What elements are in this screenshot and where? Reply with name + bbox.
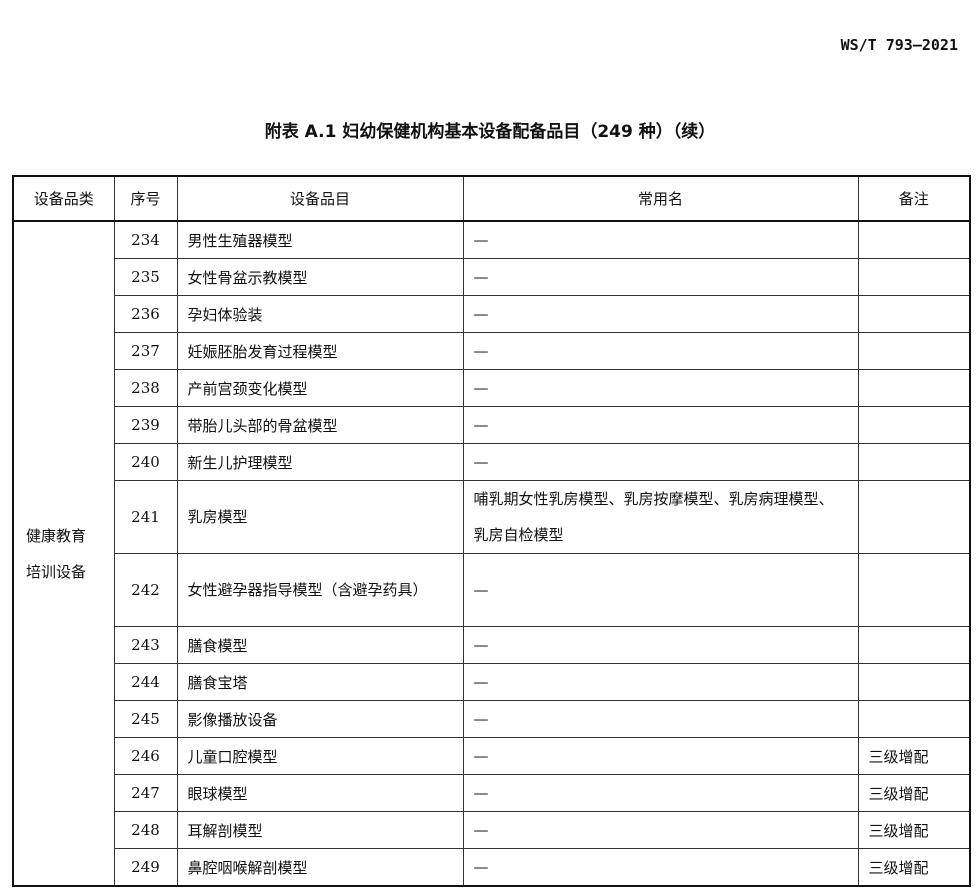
row-note bbox=[857, 663, 971, 701]
category-line: 健康教育 bbox=[26, 526, 87, 545]
row-item: 孕妇体验装 bbox=[176, 295, 464, 333]
row-item: 眼球模型 bbox=[176, 774, 464, 812]
row-common-name: — bbox=[462, 848, 859, 887]
table-row: 238 产前宫颈变化模型 — bbox=[13, 369, 971, 407]
row-note bbox=[857, 220, 971, 259]
row-note bbox=[857, 443, 971, 481]
table-row: 249 鼻腔咽喉解剖模型 — 三级增配 bbox=[13, 848, 971, 887]
row-number: 240 bbox=[113, 443, 178, 481]
row-number: 249 bbox=[113, 848, 178, 887]
row-common-name: — bbox=[462, 220, 859, 259]
row-number: 238 bbox=[113, 369, 178, 407]
row-note: 三级增配 bbox=[857, 811, 971, 849]
row-note: 三级增配 bbox=[857, 848, 971, 887]
row-item: 妊娠胚胎发育过程模型 bbox=[176, 332, 464, 370]
row-note bbox=[857, 480, 971, 554]
row-item: 女性骨盆示教模型 bbox=[176, 258, 464, 296]
table-row: 247 眼球模型 — 三级增配 bbox=[13, 774, 971, 812]
row-common-name: — bbox=[462, 626, 859, 664]
row-item: 膳食模型 bbox=[176, 626, 464, 664]
row-common-name: — bbox=[462, 811, 859, 849]
table-row: 242 女性避孕器指导模型（含避孕药具） — bbox=[13, 553, 971, 627]
table-row: 243 膳食模型 — bbox=[13, 626, 971, 664]
row-number: 242 bbox=[113, 553, 178, 627]
row-number: 248 bbox=[113, 811, 178, 849]
row-number: 236 bbox=[113, 295, 178, 333]
row-note: 三级增配 bbox=[857, 774, 971, 812]
table-row: 健康教育 培训设备 234 男性生殖器模型 — bbox=[12, 220, 971, 887]
row-item: 带胎儿头部的骨盆模型 bbox=[176, 406, 464, 444]
table-row: 245 影像播放设备 — bbox=[13, 700, 971, 738]
row-note bbox=[857, 258, 971, 296]
table-row: 244 膳食宝塔 — bbox=[13, 663, 971, 701]
row-note bbox=[857, 295, 971, 333]
table-row: 248 耳解剖模型 — 三级增配 bbox=[13, 811, 971, 849]
row-number: 235 bbox=[113, 258, 178, 296]
row-note: 三级增配 bbox=[857, 737, 971, 775]
table-header-row: 设备品类 序号 设备品目 常用名 备注 bbox=[12, 175, 971, 222]
category-cell: 健康教育 培训设备 bbox=[12, 220, 115, 887]
row-note bbox=[857, 332, 971, 370]
row-number: 243 bbox=[113, 626, 178, 664]
row-common-name: — bbox=[462, 406, 859, 444]
row-note bbox=[857, 626, 971, 664]
table-row: 240 新生儿护理模型 — bbox=[13, 443, 971, 481]
row-item: 男性生殖器模型 bbox=[176, 220, 464, 259]
row-common-name: — bbox=[462, 737, 859, 775]
category-line: 培训设备 bbox=[26, 562, 87, 581]
row-number: 234 bbox=[113, 220, 178, 259]
col-header-item: 设备品目 bbox=[176, 175, 464, 222]
row-number: 244 bbox=[113, 663, 178, 701]
row-common-name: — bbox=[462, 700, 859, 738]
row-number: 246 bbox=[113, 737, 178, 775]
row-common-name: — bbox=[462, 663, 859, 701]
row-number: 239 bbox=[113, 406, 178, 444]
table-row: 246 儿童口腔模型 — 三级增配 bbox=[13, 737, 971, 775]
row-note bbox=[857, 553, 971, 627]
row-common-name: — bbox=[462, 332, 859, 370]
row-common-name: — bbox=[462, 295, 859, 333]
row-note bbox=[857, 700, 971, 738]
row-item: 膳食宝塔 bbox=[176, 663, 464, 701]
col-header-number: 序号 bbox=[113, 175, 178, 222]
col-header-common-name: 常用名 bbox=[462, 175, 859, 222]
row-common-name: — bbox=[462, 369, 859, 407]
row-common-name: — bbox=[462, 443, 859, 481]
row-item: 影像播放设备 bbox=[176, 700, 464, 738]
equipment-table: 设备品类 序号 设备品目 常用名 备注 健康教育 培训设备 234 男性生殖器模型 —2… bbox=[12, 175, 971, 887]
row-item: 新生儿护理模型 bbox=[176, 443, 464, 481]
row-common-name: — bbox=[462, 774, 859, 812]
row-item: 乳房模型 bbox=[176, 480, 464, 554]
table-row: 236 孕妇体验装 — bbox=[13, 295, 971, 333]
table-row: 241 乳房模型 哺乳期女性乳房模型、乳房按摩模型、乳房病理模型、乳房自检模型 bbox=[13, 480, 971, 554]
row-common-name: — bbox=[462, 258, 859, 296]
table-title: 附表 A.1 妇幼保健机构基本设备配备品目（249 种）（续） bbox=[264, 122, 716, 142]
row-number: 245 bbox=[113, 700, 178, 738]
table-row: 237 妊娠胚胎发育过程模型 — bbox=[13, 332, 971, 370]
row-note bbox=[857, 369, 971, 407]
row-common-name: 哺乳期女性乳房模型、乳房按摩模型、乳房病理模型、乳房自检模型 bbox=[462, 480, 859, 554]
standard-number: WS/T 793—2021 bbox=[840, 36, 958, 54]
row-item: 产前宫颈变化模型 bbox=[176, 369, 464, 407]
row-common-name: — bbox=[462, 553, 859, 627]
table-row: 239 带胎儿头部的骨盆模型 — bbox=[13, 406, 971, 444]
row-number: 241 bbox=[113, 480, 178, 554]
row-item: 耳解剖模型 bbox=[176, 811, 464, 849]
row-number: 237 bbox=[113, 332, 178, 370]
col-header-category: 设备品类 bbox=[12, 175, 115, 222]
table-row: 235 女性骨盆示教模型 — bbox=[13, 258, 971, 296]
row-item: 女性避孕器指导模型（含避孕药具） bbox=[176, 553, 464, 627]
col-header-note: 备注 bbox=[857, 175, 971, 222]
row-item: 儿童口腔模型 bbox=[176, 737, 464, 775]
row-note bbox=[857, 406, 971, 444]
row-number: 247 bbox=[113, 774, 178, 812]
row-item: 鼻腔咽喉解剖模型 bbox=[176, 848, 464, 887]
